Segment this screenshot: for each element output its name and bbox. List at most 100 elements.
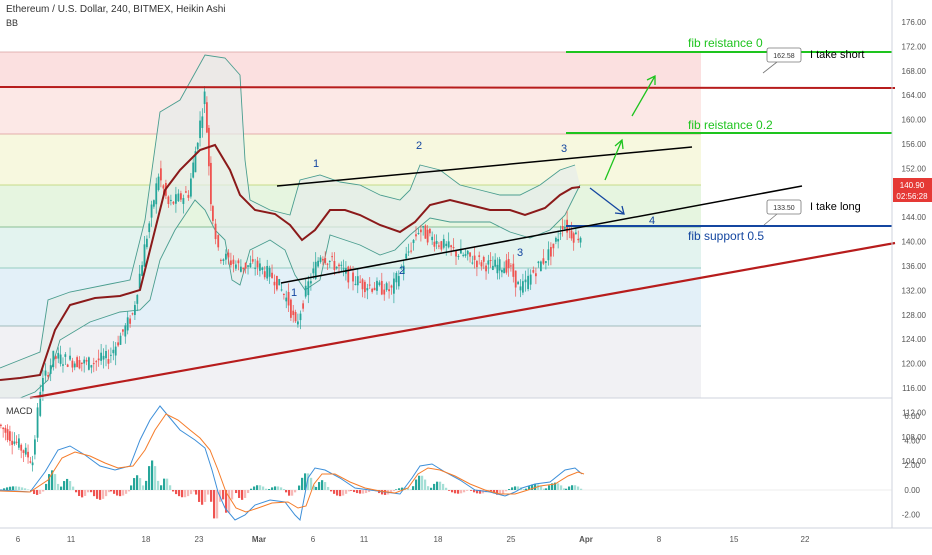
arrow-up-green-1 xyxy=(631,74,656,117)
macd-hist-bar xyxy=(172,490,175,492)
price-tick-label: 136.00 xyxy=(902,262,927,271)
macd-hist-bar xyxy=(473,490,476,493)
macd-hist-bar xyxy=(415,479,418,490)
time-axis[interactable]: 6 11 18 23 Mar 6 11 18 25 Apr 8 15 22 xyxy=(16,535,810,544)
candle-body xyxy=(134,305,136,316)
chart-header-title[interactable]: Ethereum / U.S. Dollar, 240, BITMEX, Hei… xyxy=(6,4,226,15)
macd-hist-bar xyxy=(418,475,421,490)
macd-hist-bar xyxy=(204,490,207,502)
candle-body xyxy=(100,352,103,361)
candle-body xyxy=(244,262,247,269)
price-tick-label: 128.00 xyxy=(902,311,927,320)
candle-body xyxy=(143,244,146,267)
candle-body xyxy=(380,280,383,295)
macd-hist-bar xyxy=(169,485,172,490)
candle-body xyxy=(117,342,119,346)
candle-body xyxy=(107,359,110,364)
macd-hist-bar xyxy=(210,490,213,502)
macd-hist-bar xyxy=(410,489,413,490)
candle-body xyxy=(482,256,485,262)
macd-hist-bar xyxy=(148,466,151,490)
candle-body xyxy=(397,276,400,287)
candle-body xyxy=(542,258,545,264)
macd-hist-bar xyxy=(517,486,520,490)
candle-body xyxy=(352,272,354,282)
macd-hist-bar xyxy=(69,481,72,490)
candle-body xyxy=(110,354,112,356)
candle-body xyxy=(105,351,107,359)
candle-body xyxy=(136,294,139,304)
macd-hist-bar xyxy=(39,490,42,494)
candle-body xyxy=(319,257,322,262)
macd-hist-bar xyxy=(436,481,439,490)
candle-body xyxy=(138,273,141,289)
indicator-label-bb[interactable]: BB xyxy=(6,18,19,28)
time-tick-label: 6 xyxy=(311,535,316,544)
zone-yellow xyxy=(0,134,701,185)
macd-hist-bar xyxy=(439,481,442,490)
candle-body xyxy=(126,317,129,331)
macd-hist-bar xyxy=(307,473,310,490)
macd-hist-bar xyxy=(324,482,327,490)
candle-body xyxy=(297,321,299,325)
price-tick-label: 160.00 xyxy=(902,116,927,125)
candle-body xyxy=(496,264,499,274)
candle-body xyxy=(385,283,388,290)
candle-body xyxy=(438,245,440,247)
candle-body xyxy=(256,260,259,268)
macd-hist-bar xyxy=(430,487,433,490)
time-tick-label: 18 xyxy=(434,535,443,544)
macd-hist-bar xyxy=(463,490,466,493)
macd-hist-bar xyxy=(421,475,424,490)
price-tag-short-text: 162.58 xyxy=(773,53,795,60)
macd-hist-bar xyxy=(395,489,398,490)
price-tag-long[interactable]: 133.50 xyxy=(763,199,802,226)
price-tick-label: 108.00 xyxy=(902,433,927,442)
indicator-label-macd[interactable]: MACD xyxy=(6,406,33,416)
macd-hist-bar xyxy=(87,490,90,493)
lower-channel-trendline xyxy=(280,185,803,284)
macd-axis[interactable]: 6.00 4.00 2.00 0.00 -2.00 xyxy=(902,412,921,519)
macd-hist-bar xyxy=(18,486,21,490)
macd-hist-bar xyxy=(213,490,216,519)
macd-hist-bar xyxy=(24,488,27,490)
candle-body xyxy=(317,260,319,267)
arrow-down-blue xyxy=(589,187,625,215)
candle-body xyxy=(259,263,261,271)
candle-body xyxy=(359,281,362,283)
macd-hist-bar xyxy=(571,485,574,490)
price-axis[interactable]: 176.00 172.00 168.00 164.00 160.00 156.00 152.… xyxy=(902,18,927,466)
macd-hist-bar xyxy=(231,490,234,500)
candle-body xyxy=(187,194,190,198)
price-tag-short[interactable]: 162.58 xyxy=(762,47,802,74)
candle-body xyxy=(547,249,550,261)
candle-body xyxy=(237,260,240,264)
macd-hist-bar xyxy=(288,490,291,496)
candle-body xyxy=(92,363,95,365)
macd-hist-bar xyxy=(72,486,75,490)
candle-body xyxy=(31,462,34,466)
countdown-text: 02:56:28 xyxy=(896,192,928,201)
macd-hist-bar xyxy=(565,488,568,490)
price-tick-label: 120.00 xyxy=(902,360,927,369)
candle-body xyxy=(522,281,524,293)
candle-body xyxy=(510,265,512,267)
candle-body xyxy=(466,250,469,255)
candle-body xyxy=(247,265,249,267)
macd-hist-bar xyxy=(537,484,540,490)
candle-body xyxy=(390,285,393,288)
candle-body xyxy=(55,356,57,359)
time-tick-label: 8 xyxy=(657,535,662,544)
price-tick-label: 164.00 xyxy=(902,91,927,100)
candle-body xyxy=(11,440,14,445)
price-tick-label: 112.00 xyxy=(902,408,926,417)
take-long-label: I take long xyxy=(810,201,861,213)
macd-hist-bar xyxy=(84,490,87,496)
candle-body xyxy=(512,263,515,277)
macd-hist-bar xyxy=(479,490,482,494)
macd-hist-bar xyxy=(505,490,508,492)
candle-body xyxy=(170,199,172,201)
macd-hist-bar xyxy=(333,490,336,494)
